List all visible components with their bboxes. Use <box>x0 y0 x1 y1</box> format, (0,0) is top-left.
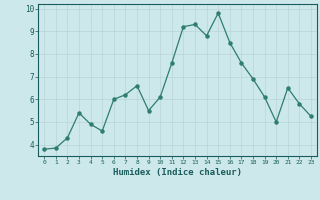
X-axis label: Humidex (Indice chaleur): Humidex (Indice chaleur) <box>113 168 242 177</box>
